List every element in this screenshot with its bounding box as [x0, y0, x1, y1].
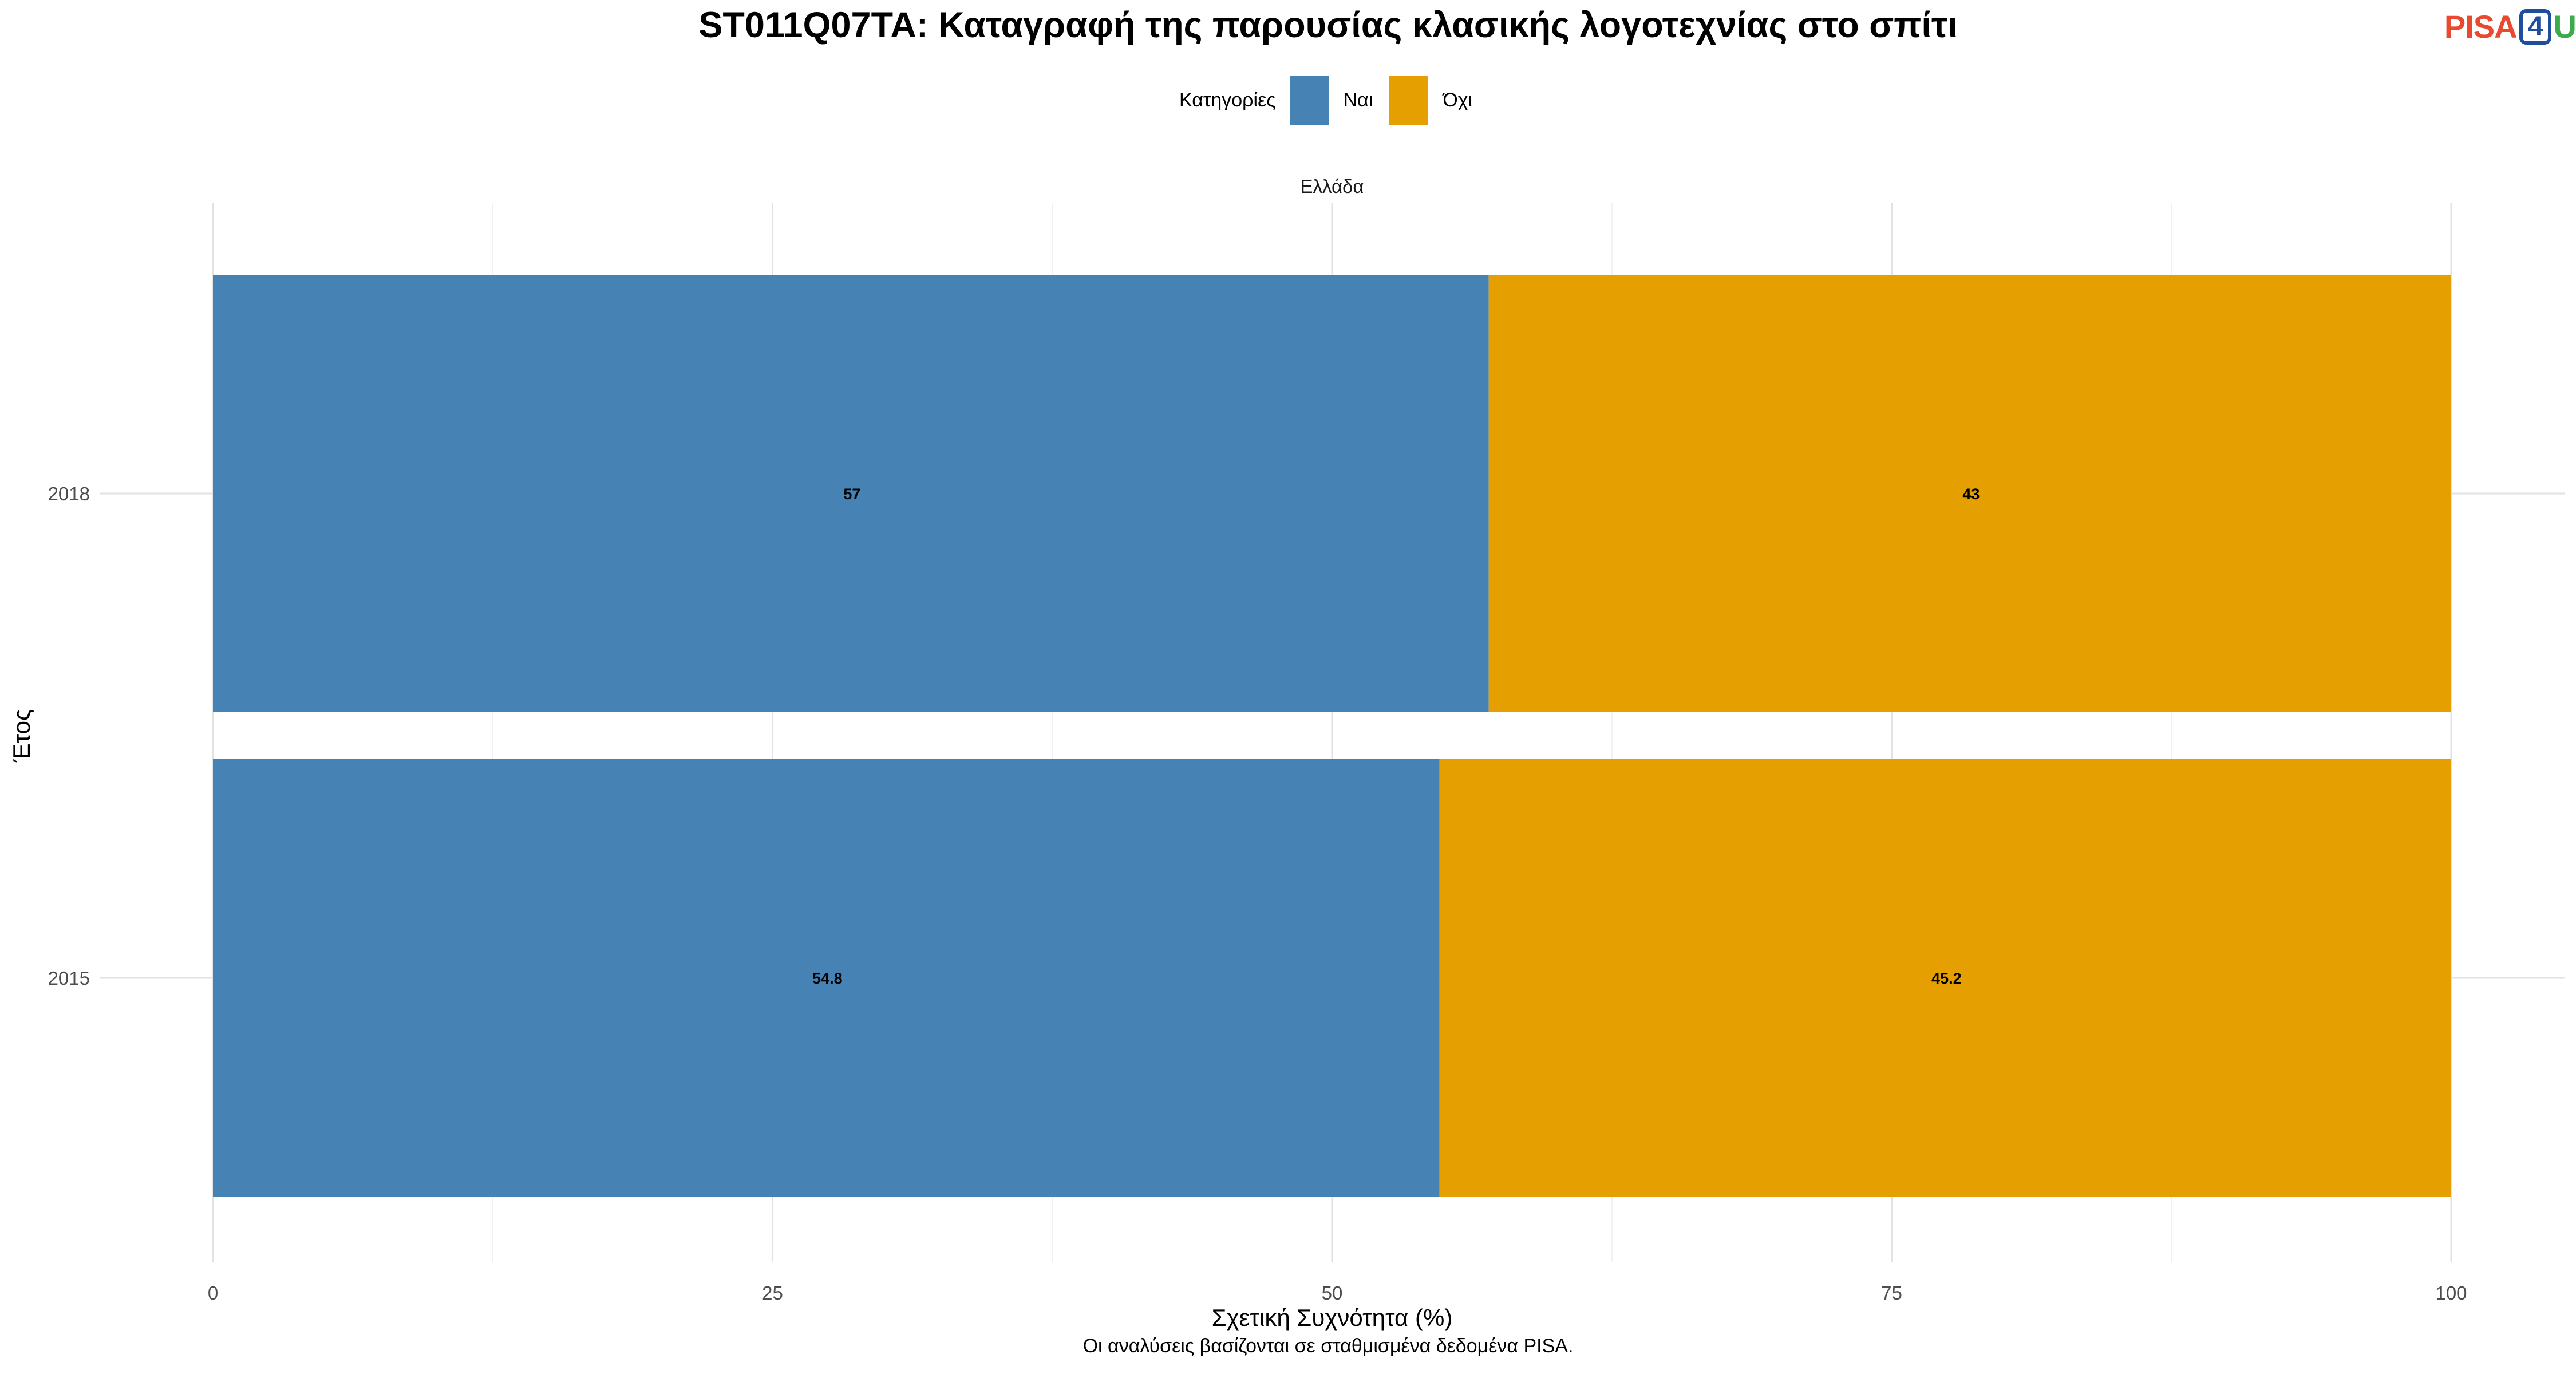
- legend-label-ochi: Όχι: [1443, 89, 1473, 111]
- bar-value-label: 57: [843, 485, 860, 503]
- logo-text-u: U: [2553, 9, 2576, 45]
- bar-2015-series-0: [213, 759, 1440, 1197]
- legend: Κατηγορίες Ναι Όχι: [1179, 76, 1488, 125]
- x-tick-label: 25: [762, 1282, 783, 1304]
- bar-value-label: 54.8: [812, 970, 843, 987]
- bar-value-label: 45.2: [1931, 970, 1962, 987]
- chart-title: ST011Q07TA: Καταγραφή της παρουσίας κλασ…: [698, 5, 1958, 45]
- bar-2018-series-1: [1488, 275, 2451, 712]
- legend-title: Κατηγορίες: [1179, 89, 1276, 111]
- bar-value-label: 43: [1962, 485, 1980, 503]
- x-tick-label: 75: [1881, 1282, 1902, 1304]
- bar-2018-series-0: [213, 275, 1489, 712]
- x-tick-label: 0: [208, 1282, 218, 1304]
- logo-text-four: 4: [2519, 9, 2551, 45]
- y-axis-title: Έτος: [8, 709, 35, 763]
- logo-text-pisa: PISA: [2444, 9, 2518, 45]
- pisa4u-logo: PISA 4 U: [2444, 8, 2576, 45]
- y-tick-label: 2015: [48, 968, 90, 989]
- x-axis-title: Σχετική Συχνότητα (%): [1212, 1304, 1453, 1331]
- legend-swatch-ochi: [1389, 76, 1428, 125]
- legend-label-nai: Ναι: [1343, 89, 1373, 111]
- y-tick-label: 2018: [48, 483, 90, 504]
- legend-swatch-nai: [1289, 76, 1329, 125]
- x-tick-label: 50: [1322, 1282, 1343, 1304]
- bar-2015-series-1: [1439, 759, 2451, 1197]
- chart-caption: Οι αναλύσεις βασίζονται σε σταθμισμένα δ…: [1082, 1335, 1574, 1357]
- x-tick-label: 100: [2435, 1282, 2467, 1304]
- facet-label: Ελλάδα: [1300, 176, 1364, 197]
